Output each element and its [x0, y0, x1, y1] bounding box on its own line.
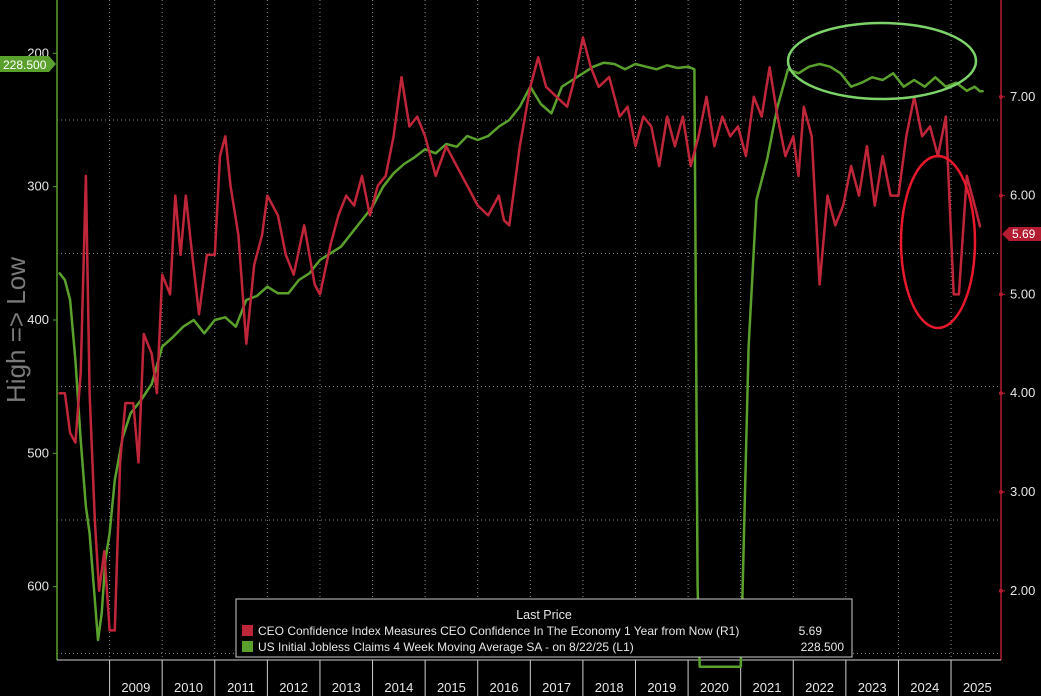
right-axis-tick-dot [999, 391, 1003, 396]
x-axis-tick-label: 2019 [647, 680, 676, 695]
x-axis-tick-label: 2018 [595, 680, 624, 695]
x-axis-tick-label: 2024 [910, 680, 939, 695]
left-axis-tick-label: 400 [27, 312, 49, 327]
x-axis-tick-label: 2017 [542, 680, 571, 695]
x-axis-tick-label: 2020 [700, 680, 729, 695]
legend: Last Price CEO Confidence Index Measures… [235, 598, 853, 658]
x-axis-tick-label: 2013 [332, 680, 361, 695]
x-axis-tick-label: 2012 [279, 680, 308, 695]
left-axis-tick-label: 600 [27, 579, 49, 594]
left-value-badge-text: 228.500 [3, 58, 47, 72]
legend-value-ceo: 5.69 [799, 624, 823, 638]
legend-label-claims: US Initial Jobless Claims 4 Week Moving … [258, 640, 634, 654]
x-axis-tick-label: 2014 [384, 680, 413, 695]
annotations [786, 21, 978, 330]
x-axis-tick-label: 2021 [753, 680, 782, 695]
right-axis-tick-label: 6.00 [1010, 188, 1035, 203]
right-axis-tick-label: 2.00 [1010, 583, 1035, 598]
right-axis: 2.00 3.00 4.00 5.00 6.00 7.00 [999, 0, 1035, 660]
legend-title: Last Price [516, 608, 572, 622]
legend-label-ceo: CEO Confidence Index Measures CEO Confid… [258, 624, 739, 638]
right-value-badge [1002, 227, 1041, 241]
legend-swatch-claims [242, 641, 253, 652]
left-value-badge [0, 56, 56, 72]
jobless-claims-line [58, 61, 984, 668]
x-axis-tick-label: 2011 [227, 680, 255, 695]
x-axis: 2009 2010 2011 2012 2013 2014 2015 2016 2017 2018… [57, 659, 1001, 696]
x-axis-tick-label: 2023 [858, 680, 887, 695]
x-axis-tick-label: 2022 [805, 680, 834, 695]
right-axis-tick-dot [999, 588, 1003, 593]
legend-box [235, 598, 853, 658]
right-axis-tick-dot [999, 94, 1003, 99]
red-highlight-ellipse [899, 154, 977, 330]
last-value-badges: 228.500 5.69 [0, 56, 1041, 241]
left-axis-tick-label: 500 [27, 445, 49, 460]
ceo-confidence-line [58, 36, 982, 632]
series-layer [58, 36, 984, 668]
legend-swatch-ceo [242, 625, 253, 636]
x-axis-tick-label: 2025 [963, 680, 992, 695]
legend-value-claims: 228.500 [801, 640, 845, 654]
right-axis-tick-dot [999, 292, 1003, 297]
right-axis-tick-dot [999, 193, 1003, 198]
left-axis-label: High => Low [1, 257, 31, 403]
x-axis-tick-label: 2015 [437, 680, 466, 695]
right-axis-tick-label: 4.00 [1010, 385, 1035, 400]
right-axis-tick-dot [999, 490, 1003, 495]
x-axis-tick-label: 2016 [490, 680, 519, 695]
right-axis-tick-label: 7.00 [1010, 89, 1035, 104]
right-axis-tick-label: 3.00 [1010, 484, 1035, 499]
x-axis-tick-label: 2010 [174, 680, 203, 695]
right-axis-tick-label: 5.00 [1010, 286, 1035, 301]
green-highlight-ellipse [786, 21, 978, 101]
left-axis-tick-label: 300 [27, 179, 49, 194]
right-value-badge-text: 5.69 [1012, 227, 1036, 241]
x-axis-tick-label: 2009 [121, 680, 150, 695]
